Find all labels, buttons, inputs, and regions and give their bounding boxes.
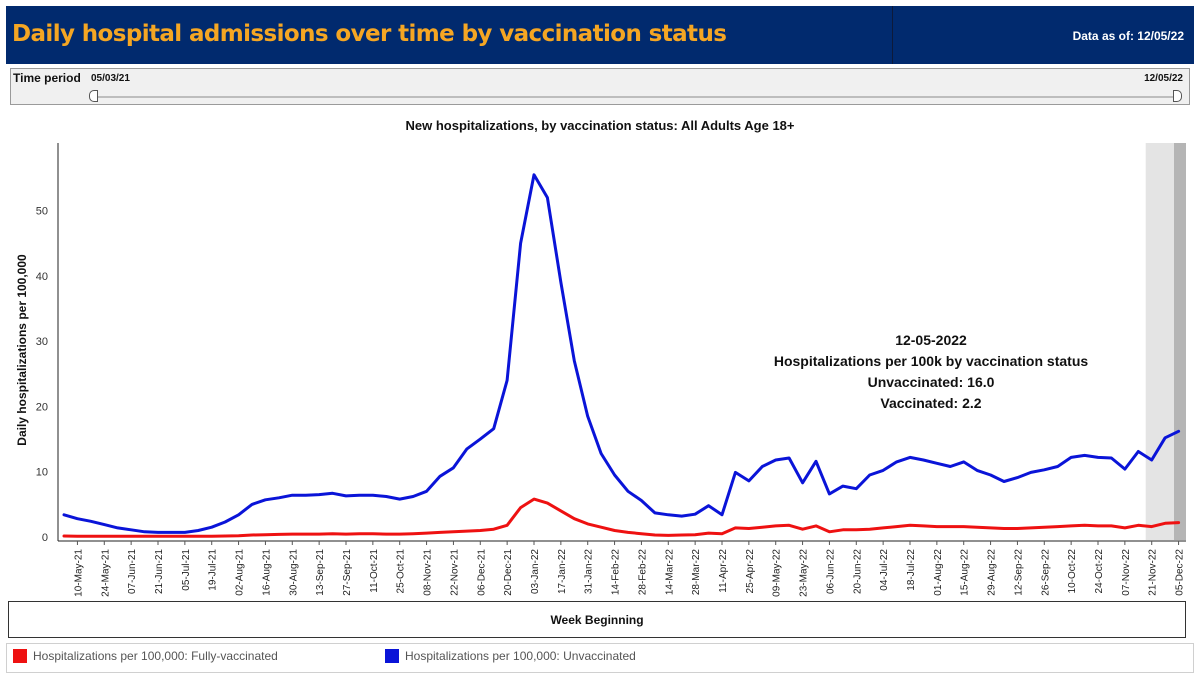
x-tick-label: 15-Aug-22 xyxy=(960,549,971,596)
data-as-of: Data as of: 12/05/22 xyxy=(1072,29,1184,43)
line-chart: 0 10 20 30 40 50 Daily hospitalizations per 10… xyxy=(15,143,1186,597)
x-axis-title: Week Beginning xyxy=(550,613,644,627)
x-tick-label: 29-Aug-22 xyxy=(987,549,998,596)
chart-title: New hospitalizations, by vaccination sta… xyxy=(405,118,795,133)
x-tick-label: 14-Mar-22 xyxy=(664,549,675,596)
annotation-heading: Hospitalizations per 100k by vaccination… xyxy=(774,353,1089,369)
y-tick-label: 10 xyxy=(36,467,48,479)
x-tick-label: 24-Oct-22 xyxy=(1094,549,1105,594)
time-period-slider[interactable]: Time period 05/03/21 12/05/22 xyxy=(10,68,1190,105)
page-title: Daily hospital admissions over time by v… xyxy=(12,21,727,47)
x-tick-label: 07-Jun-21 xyxy=(127,549,138,594)
x-tick-label: 21-Nov-22 xyxy=(1148,549,1159,596)
slider-start-handle[interactable] xyxy=(89,90,98,102)
x-tick-label: 02-Aug-21 xyxy=(235,549,246,596)
x-tick-label: 07-Nov-22 xyxy=(1121,549,1132,596)
x-tick-label: 09-May-22 xyxy=(772,549,783,597)
x-tick-label: 28-Feb-22 xyxy=(637,549,648,596)
time-period-end: 12/05/22 xyxy=(1144,73,1183,84)
time-period-label: Time period xyxy=(13,71,81,85)
x-tick-label: 18-Jul-22 xyxy=(906,549,917,591)
x-tick-label: 13-Sep-21 xyxy=(315,549,326,596)
x-tick-label: 22-Nov-21 xyxy=(449,549,460,596)
slider-end-handle[interactable] xyxy=(1173,90,1182,102)
annotation-date: 12-05-2022 xyxy=(895,332,967,348)
header-divider xyxy=(892,6,893,64)
x-tick-label: 05-Dec-22 xyxy=(1175,549,1186,596)
legend-swatch-unvaccinated xyxy=(385,649,399,663)
x-tick-label: 01-Aug-22 xyxy=(933,549,944,596)
x-tick-label: 06-Dec-21 xyxy=(476,549,487,596)
dashboard-header: Daily hospital admissions over time by v… xyxy=(6,6,1194,64)
y-tick-label: 20 xyxy=(36,401,48,413)
legend-item-unvaccinated[interactable]: Hospitalizations per 100,000: Unvaccinat… xyxy=(385,649,636,663)
x-tick-label: 03-Jan-22 xyxy=(530,549,541,594)
x-tick-label: 08-Nov-21 xyxy=(423,549,434,596)
time-period-start: 05/03/21 xyxy=(91,73,130,84)
series-line-vaccinated xyxy=(62,497,1181,538)
x-tick-label: 17-Jan-22 xyxy=(557,549,568,594)
x-tick-label: 20-Dec-21 xyxy=(503,549,514,596)
x-tick-label: 16-Aug-21 xyxy=(261,549,272,596)
x-tick-label: 28-Mar-22 xyxy=(691,549,702,596)
slider-track[interactable] xyxy=(93,96,1179,98)
x-tick-label: 04-Jul-22 xyxy=(879,549,890,591)
chart-legend: Hospitalizations per 100,000: Fully-vacc… xyxy=(6,643,1194,673)
highlight-band-edge xyxy=(1174,143,1186,540)
y-tick-label: 40 xyxy=(36,271,48,283)
x-tick-label: 25-Apr-22 xyxy=(745,549,756,594)
y-tick-label: 0 xyxy=(42,532,48,544)
annotation-unvaccinated: Unvaccinated: 16.0 xyxy=(868,374,995,390)
x-tick-label: 25-Oct-21 xyxy=(396,549,407,594)
x-tick-label: 10-Oct-22 xyxy=(1067,549,1078,594)
x-tick-label: 11-Apr-22 xyxy=(718,549,729,593)
x-tick-label: 10-May-21 xyxy=(73,549,84,597)
legend-label-unvaccinated: Hospitalizations per 100,000: Unvaccinat… xyxy=(405,649,636,663)
y-axis-title: Daily hospitalizations per 100,000 xyxy=(15,254,29,446)
x-tick-label: 30-Aug-21 xyxy=(288,549,299,596)
x-tick-label: 26-Sep-22 xyxy=(1040,549,1051,596)
x-tick-label: 14-Feb-22 xyxy=(611,549,622,596)
x-tick-label: 06-Jun-22 xyxy=(825,549,836,594)
x-tick-label: 23-May-22 xyxy=(799,549,810,597)
y-tick-label: 50 xyxy=(36,206,48,218)
legend-swatch-vaccinated xyxy=(13,649,27,663)
legend-label-vaccinated: Hospitalizations per 100,000: Fully-vacc… xyxy=(33,649,278,663)
x-tick-label: 11-Oct-21 xyxy=(369,549,380,593)
series-line-unvaccinated xyxy=(62,173,1181,534)
y-tick-label: 30 xyxy=(36,336,48,348)
x-tick-label: 24-May-21 xyxy=(100,549,111,597)
x-tick-label: 12-Sep-22 xyxy=(1013,549,1024,596)
x-tick-label: 31-Jan-22 xyxy=(584,549,595,594)
annotation-vaccinated: Vaccinated: 2.2 xyxy=(880,395,981,411)
x-tick-label: 05-Jul-21 xyxy=(181,549,192,591)
chart-area: 0 10 20 30 40 50 Daily hospitalizations per 10… xyxy=(6,143,1190,598)
x-tick-label: 21-Jun-21 xyxy=(154,549,165,594)
x-axis-title-box: Week Beginning xyxy=(8,601,1186,638)
x-tick-label: 19-Jul-21 xyxy=(208,549,219,591)
x-tick-label: 27-Sep-21 xyxy=(342,549,353,596)
legend-item-vaccinated[interactable]: Hospitalizations per 100,000: Fully-vacc… xyxy=(13,649,278,663)
x-tick-label: 20-Jun-22 xyxy=(852,549,863,594)
